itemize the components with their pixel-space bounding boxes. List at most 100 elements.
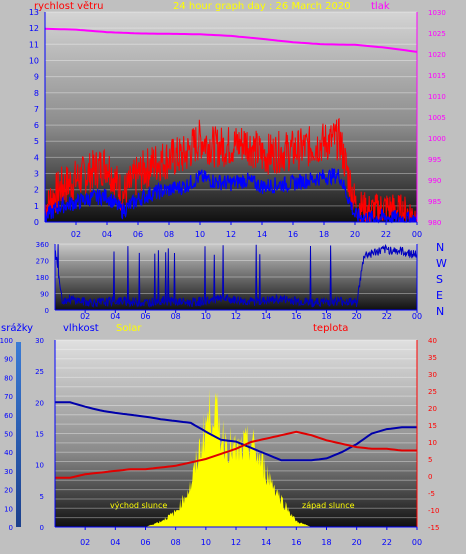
wind-y-tick-label: 8	[34, 89, 39, 98]
humidity-y-tick-label: 15	[35, 431, 44, 439]
pressure-axis-label: tlak	[371, 1, 390, 12]
wind-y-tick-label: 12	[29, 24, 39, 33]
lower-x-tick-label: 00	[412, 538, 422, 547]
wind-x-tick-label: 20	[350, 230, 360, 239]
lower-x-tick-label: 08	[171, 538, 181, 547]
compass-e: E	[436, 289, 443, 302]
rain-y-tick-label: 0	[9, 524, 13, 532]
wind-y-tick-label: 2	[34, 186, 39, 195]
series-layer	[44, 27, 418, 527]
temperature-line	[55, 430, 417, 479]
pressure-y-tick-label: 1020	[428, 51, 446, 59]
temperature-y-tick-label: -10	[428, 507, 439, 515]
rain-y-tick-label: 100	[0, 337, 13, 345]
wind-axis-label: rychlost větru	[34, 0, 104, 12]
wind-x-tick-label: 22	[381, 230, 391, 239]
rain-gauge-bar	[16, 342, 21, 527]
direction-x-tick-label: 12	[231, 312, 241, 321]
direction-x-tick-label: 16	[291, 312, 301, 321]
temperature-y-tick-label: 20	[428, 405, 437, 413]
wind-y-tick-label: 4	[34, 153, 39, 162]
direction-x-tick-label: 20	[352, 312, 362, 321]
lower-x-tick-label: 02	[80, 538, 90, 547]
lower-x-tick-label: 20	[352, 538, 362, 547]
temperature-y-tick-label: 40	[428, 337, 437, 345]
pressure-y-tick-label: 1030	[428, 9, 446, 17]
temperature-y-tick-label: 35	[428, 354, 437, 362]
rain-y-tick-label: 10	[4, 505, 13, 513]
rain-y-tick-label: 40	[4, 449, 13, 457]
rain-y-tick-label: 90	[4, 356, 13, 364]
lower-x-tick-label: 04	[110, 538, 120, 547]
compass-n-top: N	[436, 241, 444, 254]
wind-x-tick-label: 14	[257, 230, 267, 239]
lower-x-tick-label: 14	[261, 538, 271, 547]
pressure-y-tick-label: 1015	[428, 72, 446, 80]
wind-y-tick-label: 1	[34, 202, 39, 211]
sunrise-label: východ slunce	[110, 501, 167, 510]
pressure-y-tick-label: 995	[428, 156, 441, 164]
temperature-y-tick-label: 0	[428, 473, 432, 481]
temperature-axis-label: teplota	[313, 323, 348, 334]
rain-y-tick-label: 30	[4, 468, 13, 476]
direction-x-tick-label: 10	[201, 312, 211, 321]
temperature-y-tick-label: -5	[428, 490, 435, 498]
compass-s: S	[436, 273, 443, 286]
wind-y-tick-label: 0	[34, 218, 39, 227]
wind-x-tick-label: 08	[164, 230, 174, 239]
humidity-y-tick-label: 20	[35, 399, 44, 407]
wind-y-tick-label: 3	[34, 170, 39, 179]
direction-x-tick-label: 06	[140, 312, 150, 321]
direction-x-tick-label: 08	[171, 312, 181, 321]
wind-y-tick-label: 6	[34, 121, 39, 130]
wind-average-line	[44, 168, 418, 224]
humidity-y-tick-label: 25	[35, 368, 44, 376]
direction-y-tick-label: 90	[40, 291, 49, 299]
humidity-axis-label: vlhkost	[63, 323, 99, 334]
lower-x-tick-label: 16	[291, 538, 301, 547]
direction-x-tick-label: 14	[261, 312, 271, 321]
rain-y-tick-label: 60	[4, 412, 13, 420]
direction-x-tick-label: 22	[382, 312, 392, 321]
wind-y-tick-label: 7	[34, 105, 39, 114]
wind-y-tick-label: 5	[34, 137, 39, 146]
humidity-line	[55, 401, 417, 462]
humidity-y-tick-label: 5	[40, 493, 44, 501]
solar-label: Solar	[116, 323, 142, 334]
temperature-y-tick-label: 15	[428, 422, 437, 430]
temperature-y-tick-label: -15	[428, 524, 439, 532]
wind-y-tick-label: 13	[29, 8, 39, 17]
wind-gust-line	[44, 117, 417, 223]
direction-x-tick-label: 02	[80, 312, 90, 321]
wind-y-tick-label: 9	[34, 73, 39, 82]
lower-x-tick-label: 10	[201, 538, 211, 547]
direction-x-tick-label: 18	[321, 312, 331, 321]
wind-x-tick-label: 12	[226, 230, 236, 239]
wind-x-tick-label: 02	[71, 230, 81, 239]
direction-y-tick-label: 270	[36, 258, 49, 266]
lower-x-tick-label: 06	[140, 538, 150, 547]
rain-y-tick-label: 80	[4, 374, 13, 382]
humidity-y-tick-label: 0	[40, 524, 44, 532]
lower-x-tick-label: 12	[231, 538, 241, 547]
page-title: 24 hour graph day : 26 March 2020	[173, 1, 351, 12]
direction-y-tick-label: 0	[45, 307, 49, 315]
rain-y-tick-label: 50	[4, 431, 13, 439]
wind-y-tick-label: 11	[29, 40, 39, 49]
pressure-y-tick-label: 1005	[428, 114, 446, 122]
wind-x-tick-label: 16	[288, 230, 298, 239]
lower-x-tick-label: 22	[382, 538, 392, 547]
pressure-y-tick-label: 1025	[428, 30, 446, 38]
wind-y-tick-label: 10	[29, 56, 39, 65]
temperature-y-tick-label: 30	[428, 371, 437, 379]
direction-x-tick-label: 00	[412, 312, 422, 321]
direction-y-tick-label: 360	[36, 241, 49, 249]
compass-n-bottom: N	[436, 305, 444, 318]
wind-x-tick-label: 18	[319, 230, 329, 239]
humidity-y-tick-label: 30	[35, 337, 44, 345]
temperature-y-tick-label: 25	[428, 388, 437, 396]
rain-y-tick-label: 70	[4, 393, 13, 401]
pressure-y-tick-label: 990	[428, 177, 441, 185]
